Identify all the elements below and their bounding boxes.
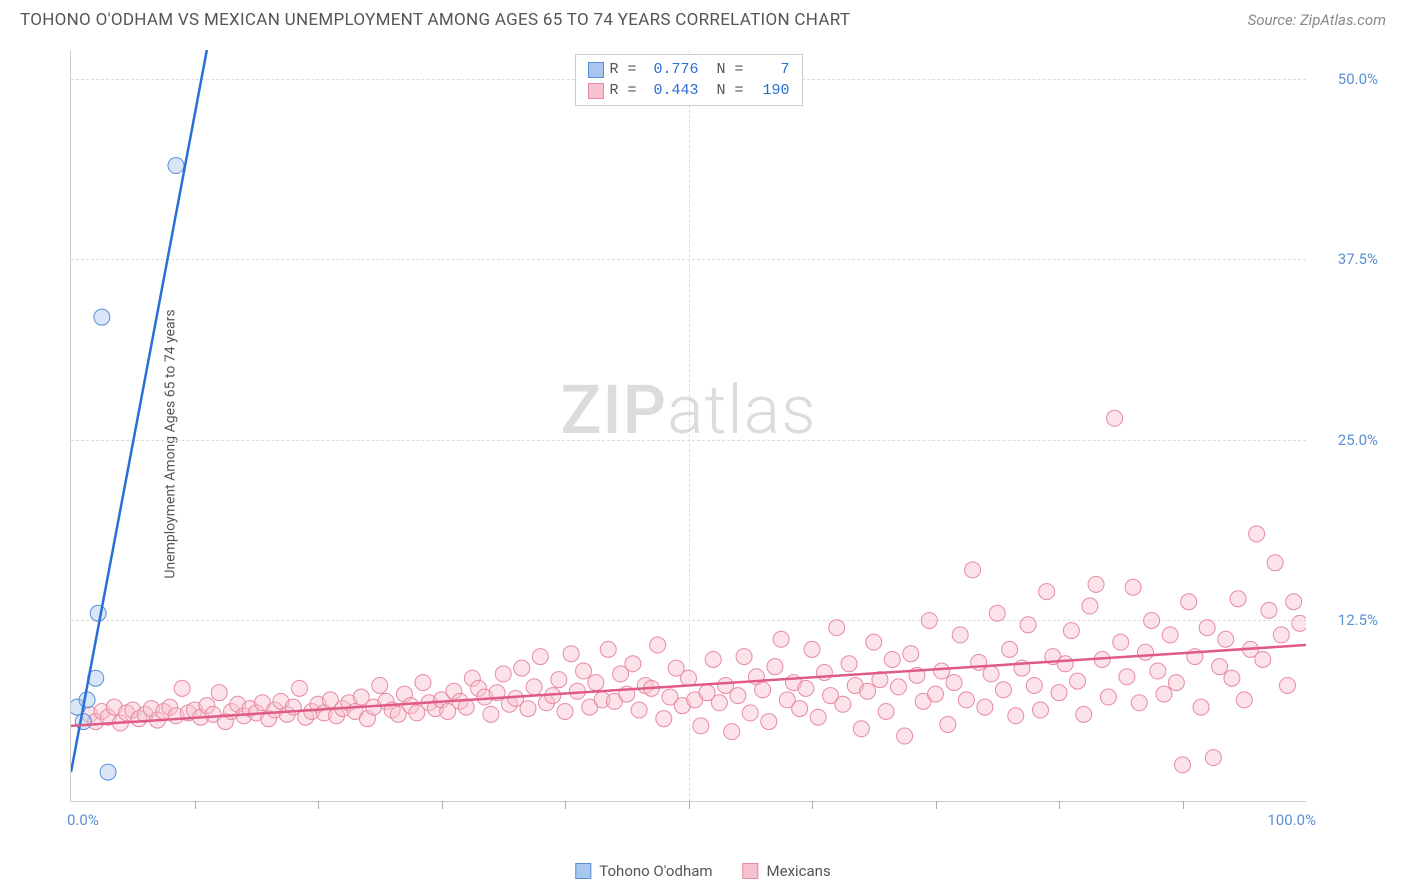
r-label: R = [609, 80, 636, 101]
x-tick [565, 801, 566, 809]
n-label: N = [717, 59, 744, 80]
x-tick [1183, 801, 1184, 809]
x-tick [689, 801, 690, 809]
x-tick-min: 0.0% [67, 811, 99, 829]
n-value-series1: 7 [750, 59, 790, 80]
y-tick-label: 50.0% [1338, 70, 1378, 88]
swatch-series1 [587, 62, 603, 78]
swatch-series1-bottom [575, 863, 591, 879]
x-tick [812, 801, 813, 809]
legend-row-series1: R = 0.776 N = 7 [587, 59, 789, 80]
x-tick [195, 801, 196, 809]
chart-title: TOHONO O'ODHAM VS MEXICAN UNEMPLOYMENT A… [20, 10, 850, 30]
x-tick-max: 100.0% [1267, 811, 1316, 829]
x-tick [1059, 801, 1060, 809]
chart-source: Source: ZipAtlas.com [1248, 11, 1386, 29]
n-label: N = [717, 80, 744, 101]
y-tick-label: 12.5% [1338, 611, 1378, 629]
x-tick [442, 801, 443, 809]
series-legend: Tohono O'odham Mexicans [575, 862, 830, 880]
legend-row-series2: R = 0.443 N = 190 [587, 80, 789, 101]
n-value-series2: 190 [750, 80, 790, 101]
correlation-legend: R = 0.776 N = 7 R = 0.443 N = 190 [574, 54, 802, 106]
y-tick-label: 37.5% [1338, 250, 1378, 268]
r-label: R = [609, 59, 636, 80]
swatch-series2 [587, 83, 603, 99]
legend-item-series2: Mexicans [743, 862, 831, 880]
x-tick [318, 801, 319, 809]
legend-item-series1: Tohono O'odham [575, 862, 712, 880]
y-tick-label: 25.0% [1338, 431, 1378, 449]
series2-name: Mexicans [767, 862, 831, 880]
r-value-series1: 0.776 [643, 59, 699, 80]
swatch-series2-bottom [743, 863, 759, 879]
plot-region: R = 0.776 N = 7 R = 0.443 N = 190 ZIPatl… [70, 50, 1306, 802]
plot-svg [71, 50, 1306, 801]
series1-name: Tohono O'odham [599, 862, 712, 880]
x-tick [936, 801, 937, 809]
r-value-series2: 0.443 [643, 80, 699, 101]
chart-area: Unemployment Among Ages 65 to 74 years R… [50, 50, 1386, 837]
